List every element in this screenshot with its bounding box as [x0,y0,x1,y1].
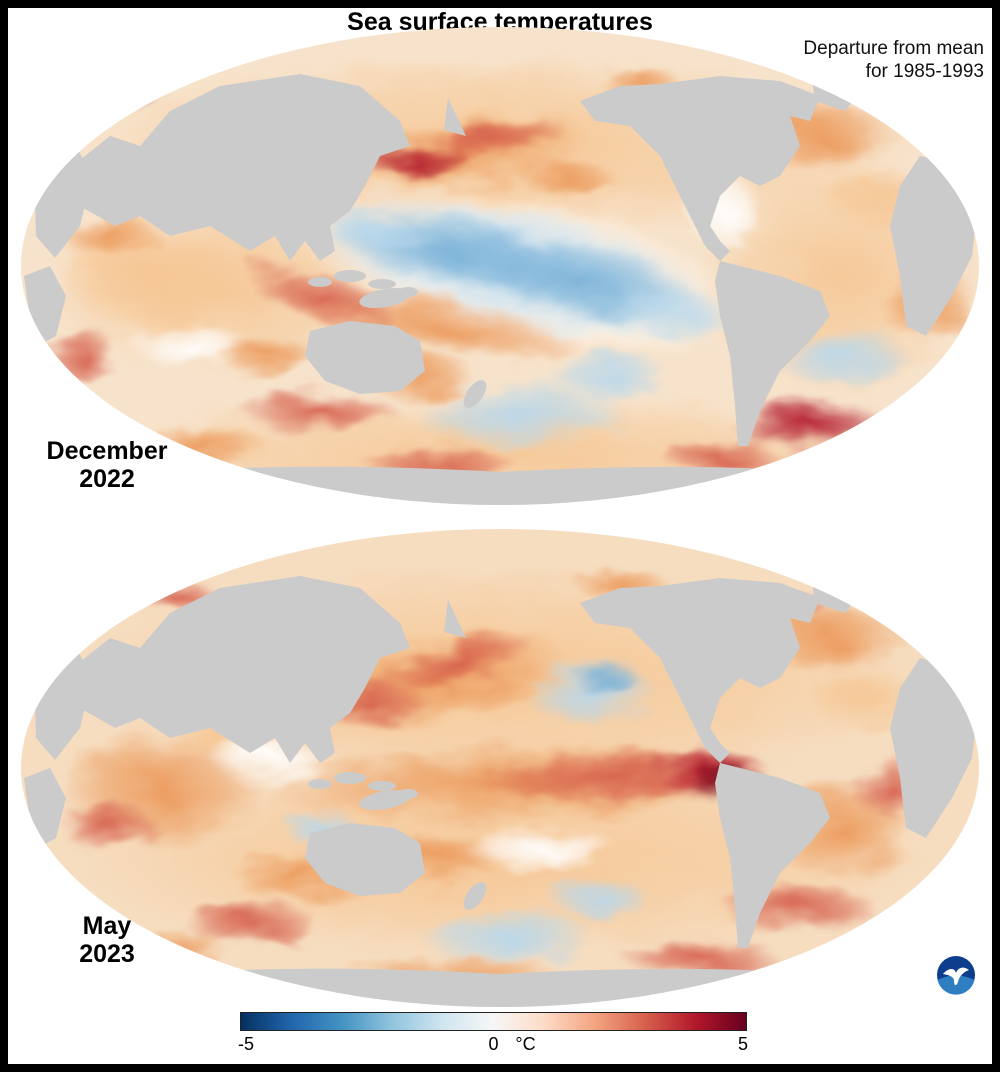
colorbar-gradient [240,1012,747,1031]
subtitle-line-1: Departure from mean [803,38,984,59]
map-label-month: May [82,912,132,940]
colorbar-labels: -5 0 °C 5 [237,1034,749,1058]
figure-subtitle: Departure from mean for 1985-1993 [803,37,984,83]
world-map-december-2022 [21,27,979,505]
map-panel-december-2022 [15,26,985,506]
noaa-emblem-icon [937,956,975,995]
map-label-may-2023: May 2023 [22,912,192,968]
map-label-year: 2023 [79,939,135,968]
sst-anomaly-field [60,567,930,1000]
world-map-may-2023 [21,529,979,1007]
colorbar-unit-label: °C [515,1034,536,1054]
colorbar-min-label: -5 [237,1034,255,1054]
map-label-year: 2022 [79,464,135,493]
map-label-december-2022: December 2022 [22,437,192,493]
colorbar-zero-label: 0 [488,1034,499,1054]
noaa-logo [936,955,976,995]
subtitle-line-2: for 1985-1993 [865,61,984,83]
map-label-month: December [46,437,168,465]
map-panel-may-2023 [15,528,985,1008]
colorbar-max-label: 5 [737,1034,749,1054]
